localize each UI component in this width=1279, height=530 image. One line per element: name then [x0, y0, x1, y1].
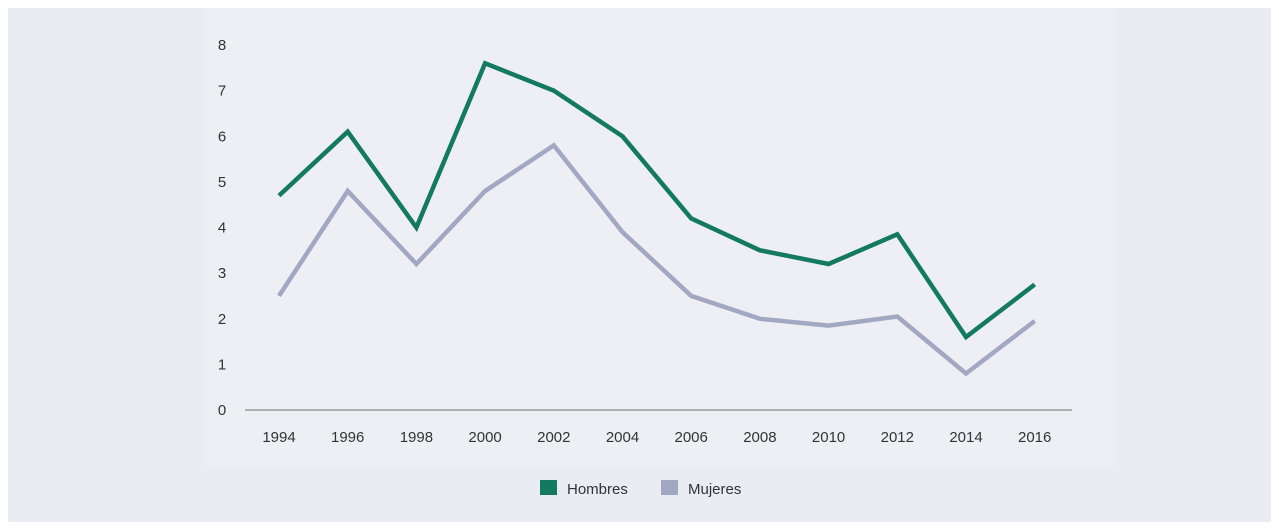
y-tick-label: 4 [218, 220, 226, 237]
legend-label: Hombres [567, 481, 628, 498]
x-tick-label: 2002 [537, 429, 570, 446]
y-tick-label: 8 [218, 37, 226, 54]
y-tick-label: 6 [218, 128, 226, 145]
legend-label: Mujeres [688, 481, 741, 498]
legend-item-mujeres: Mujeres [661, 480, 741, 498]
y-tick-label: 5 [218, 174, 226, 191]
y-tick-label: 7 [218, 83, 226, 100]
series-lines [277, 60, 1037, 377]
x-axis-ticks: 1994 1996 1998 2000 2002 2004 2006 2008 2010 2012… [262, 429, 1051, 446]
x-tick-label: 2006 [675, 429, 708, 446]
legend-swatch [661, 480, 678, 495]
x-tick-label: 2000 [468, 429, 501, 446]
legend-swatch [540, 480, 557, 495]
x-tick-label: 2014 [949, 429, 982, 446]
y-tick-label: 3 [218, 265, 226, 282]
x-tick-label: 1994 [262, 429, 295, 446]
legend: Hombres Mujeres [540, 480, 741, 498]
y-tick-label: 0 [218, 402, 226, 419]
y-tick-label: 1 [218, 356, 226, 373]
x-tick-label: 2016 [1018, 429, 1051, 446]
y-axis-ticks: 0 1 2 3 4 5 6 7 8 [218, 37, 226, 419]
x-tick-label: 2004 [606, 429, 639, 446]
series-line-mujeres [277, 142, 1037, 377]
x-tick-label: 1998 [400, 429, 433, 446]
y-tick-label: 2 [218, 311, 226, 328]
x-tick-label: 2012 [881, 429, 914, 446]
legend-item-hombres: Hombres [540, 480, 628, 498]
x-tick-label: 2008 [743, 429, 776, 446]
x-tick-label: 1996 [331, 429, 364, 446]
plot-background [204, 8, 1115, 466]
x-tick-label: 2010 [812, 429, 845, 446]
series-line-hombres [277, 60, 1037, 341]
